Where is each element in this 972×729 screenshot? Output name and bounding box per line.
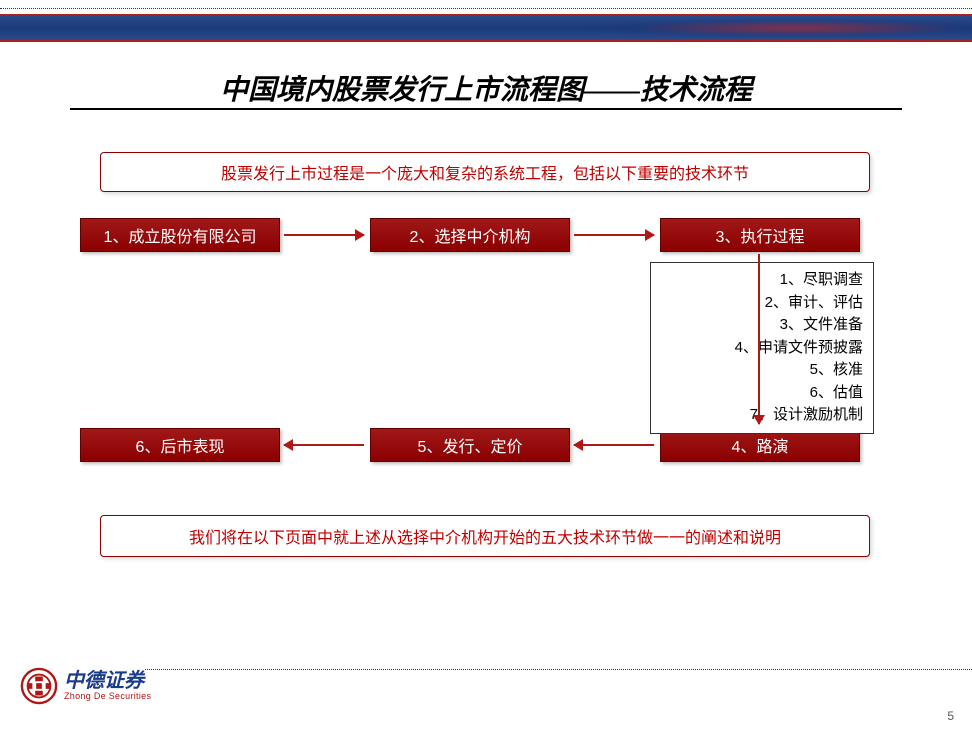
page-number: 5 xyxy=(947,709,954,723)
intro-box: 股票发行上市过程是一个庞大和复杂的系统工程，包括以下重要的技术环节 xyxy=(100,152,870,192)
step-5: 5、发行、定价 xyxy=(370,428,570,462)
step3-detail-box: 1、尽职调查 2、审计、评估 3、文件准备 4、申请文件预披露 5、核准 6、估… xyxy=(650,262,874,434)
detail-item: 6、估值 xyxy=(661,382,863,405)
flow-arrow xyxy=(574,444,654,446)
flow-arrow xyxy=(284,234,364,236)
footer: 中德证券 Zhong De Securities 5 xyxy=(0,669,972,729)
detail-item: 5、核准 xyxy=(661,359,863,382)
flow-arrow xyxy=(284,444,364,446)
detail-item: 1、尽职调查 xyxy=(661,269,863,292)
logo-en: Zhong De Securities xyxy=(64,692,151,702)
intro-text: 股票发行上市过程是一个庞大和复杂的系统工程，包括以下重要的技术环节 xyxy=(221,160,749,184)
page-title: 中国境内股票发行上市流程图——技术流程 xyxy=(0,68,972,108)
detail-item: 4、申请文件预披露 xyxy=(661,337,863,360)
step-3: 3、执行过程 xyxy=(660,218,860,252)
logo-cn: 中德证券 xyxy=(64,670,151,692)
step-2: 2、选择中介机构 xyxy=(370,218,570,252)
flow-arrow xyxy=(574,234,654,236)
logo-icon xyxy=(20,667,58,705)
outro-text: 我们将在以下页面中就上述从选择中介机构开始的五大技术环节做一一的阐述和说明 xyxy=(189,524,781,548)
detail-item: 3、文件准备 xyxy=(661,314,863,337)
header-band xyxy=(0,14,972,42)
flow-arrow xyxy=(758,254,760,424)
title-underline xyxy=(70,108,902,110)
step-1: 1、成立股份有限公司 xyxy=(80,218,280,252)
logo-text: 中德证券 Zhong De Securities xyxy=(64,670,151,702)
footer-dotted-line xyxy=(145,669,972,670)
outro-box: 我们将在以下页面中就上述从选择中介机构开始的五大技术环节做一一的阐述和说明 xyxy=(100,515,870,557)
step-6: 6、后市表现 xyxy=(80,428,280,462)
top-dotted-line xyxy=(0,8,972,9)
logo: 中德证券 Zhong De Securities xyxy=(20,667,151,705)
detail-item: 2、审计、评估 xyxy=(661,292,863,315)
